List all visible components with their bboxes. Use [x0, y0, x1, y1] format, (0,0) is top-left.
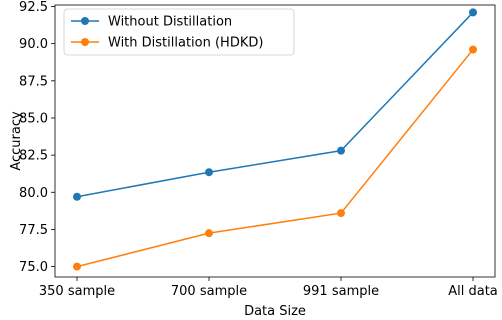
data-point: [205, 229, 213, 238]
series-1: [73, 8, 477, 201]
data-point: [73, 262, 81, 271]
x-axis-ticks: 350 sample 700 sample 991 sample All data: [39, 277, 498, 299]
series-2: [73, 45, 477, 271]
legend-label: Without Distillation: [108, 15, 232, 30]
x-axis-label: Data Size: [244, 304, 306, 319]
y-tick-label: 75.0: [19, 260, 48, 275]
data-point: [469, 45, 477, 54]
legend-marker: [81, 38, 89, 46]
series-line: [76, 49, 474, 268]
y-tick-label: 77.5: [19, 223, 48, 238]
legend-box: [63, 8, 295, 56]
plot-frame: [54, 4, 496, 278]
data-point: [337, 209, 345, 218]
data-point: [469, 8, 477, 17]
y-tick-label: 80.0: [19, 186, 48, 201]
y-tick-label: 87.5: [19, 74, 48, 89]
plot-content: [73, 8, 477, 271]
x-tick-label: 350 sample: [39, 284, 115, 299]
x-tick-label: All data: [448, 284, 498, 299]
y-tick-label: 85.0: [19, 111, 48, 126]
y-tick-label: 82.5: [19, 149, 48, 164]
legend-marker: [81, 17, 89, 25]
data-point: [205, 168, 213, 177]
series-line: [76, 11, 474, 198]
data-point: [73, 192, 81, 201]
y-tick-label: 92.5: [19, 0, 48, 15]
data-point: [337, 146, 345, 155]
x-tick-label: 991 sample: [303, 284, 379, 299]
y-axis-label: Accuracy: [9, 111, 24, 171]
x-tick-label: 700 sample: [171, 284, 247, 299]
y-axis-ticks: 75.0 77.5 80.0 82.5 85.0 87.5 90.0 92.5: [19, 0, 55, 275]
y-tick-label: 90.0: [19, 37, 48, 52]
legend: Without Distillation With Distillation (H…: [63, 8, 295, 56]
legend-label: With Distillation (HDKD): [108, 36, 263, 51]
